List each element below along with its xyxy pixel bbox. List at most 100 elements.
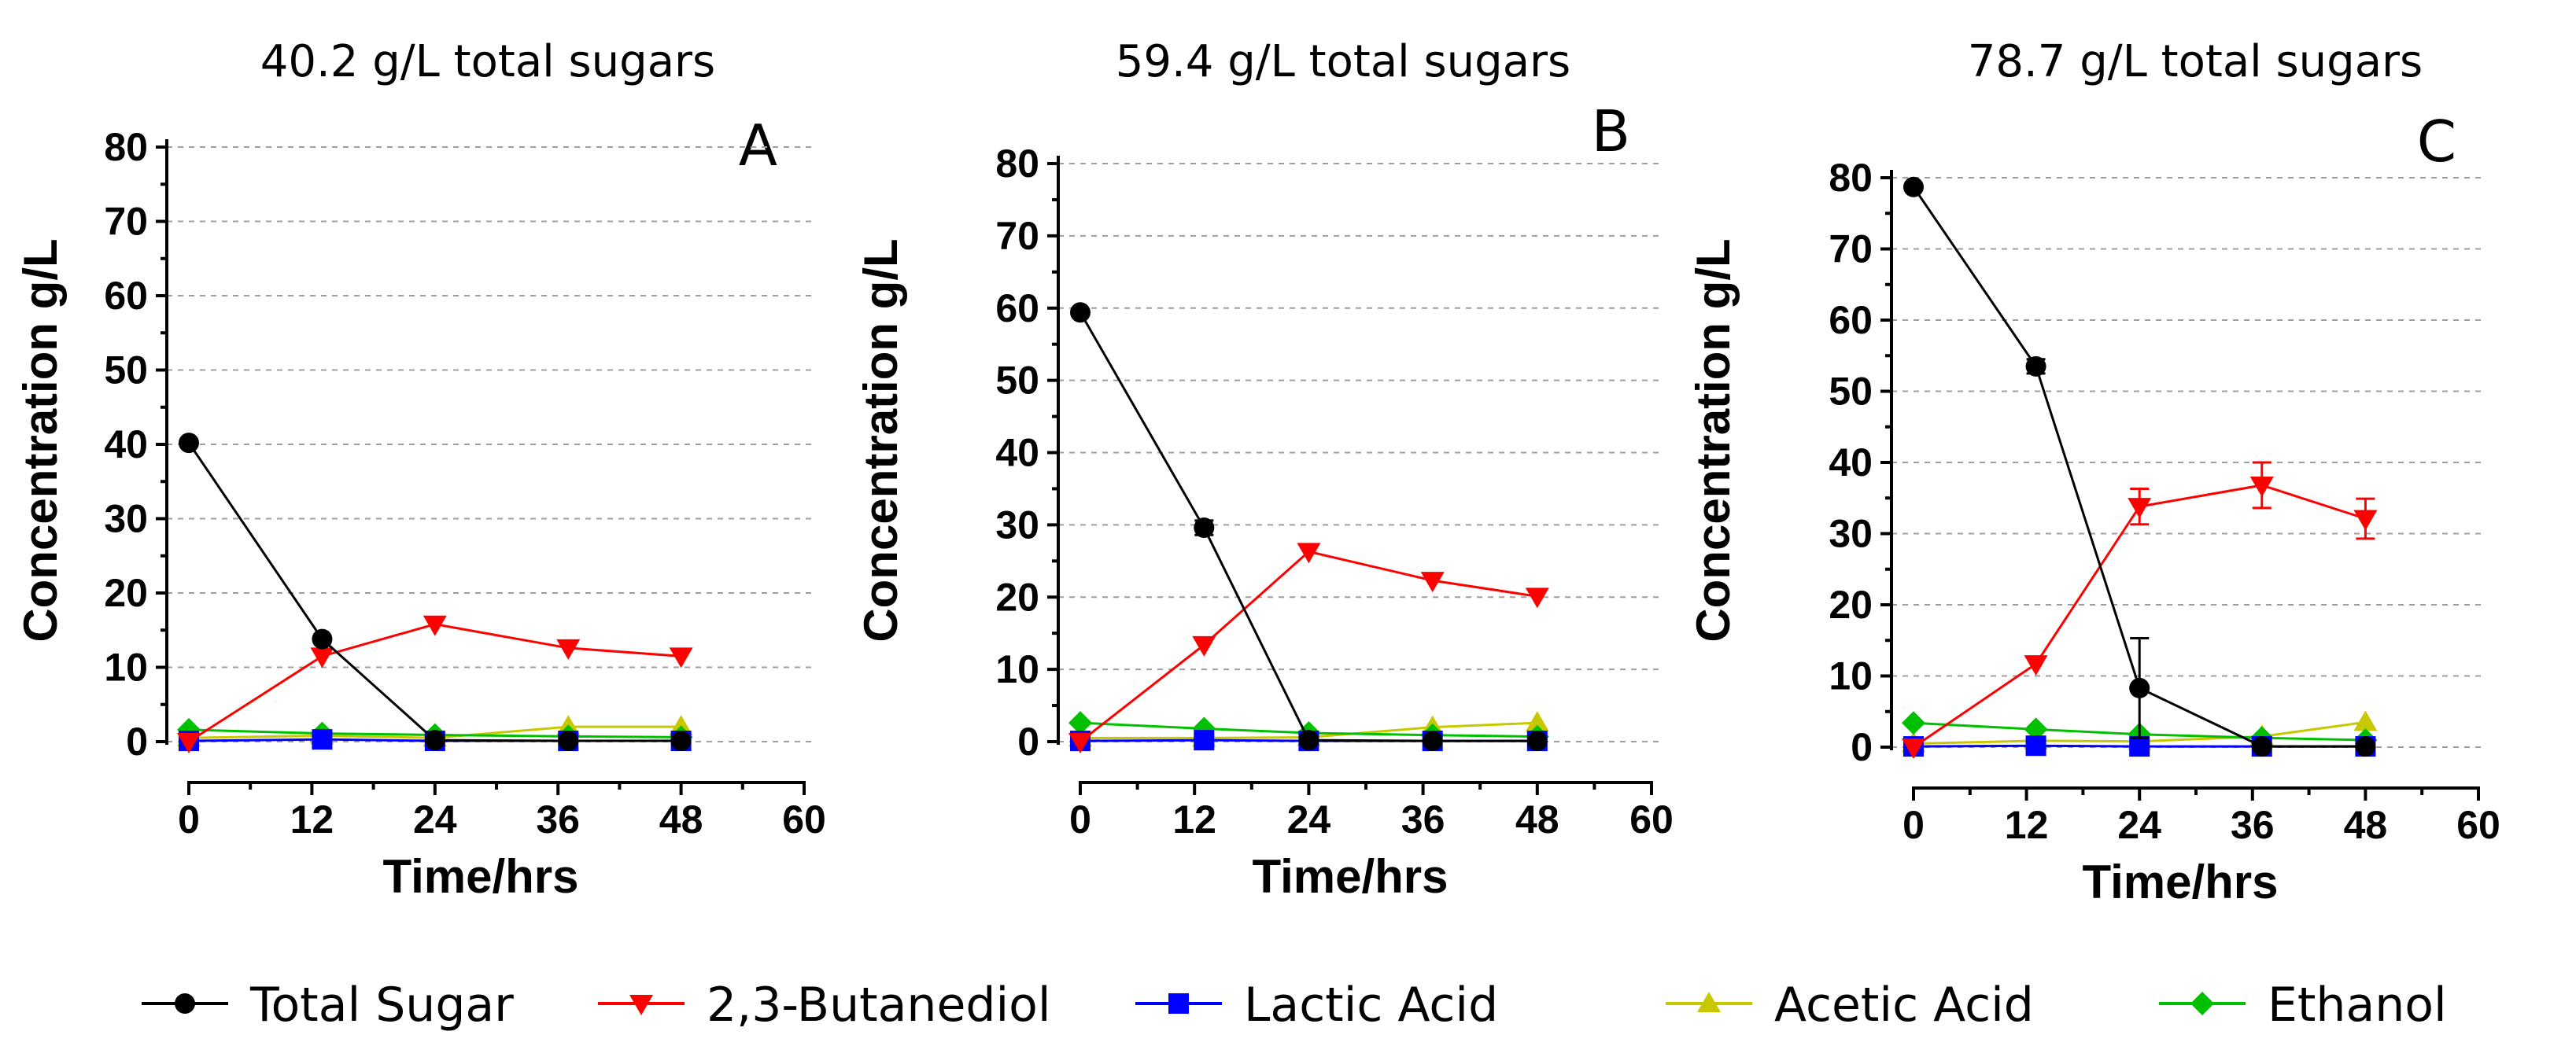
legend-label: Lactic Acid bbox=[1244, 978, 1498, 1033]
data-point bbox=[310, 647, 334, 668]
data-point bbox=[1422, 731, 1443, 752]
series-total-sugar bbox=[179, 433, 692, 752]
data-point bbox=[179, 433, 199, 454]
chart-panels: 40.2 g/L total sugars A 0 10 20 30 40 50 60 70 80 0… bbox=[14, 36, 2500, 908]
data-point bbox=[2024, 717, 2048, 742]
data-point bbox=[2129, 677, 2150, 698]
series-2-3-butanediol bbox=[177, 615, 693, 753]
y-tick-label: 80 bbox=[995, 142, 1039, 186]
data-point bbox=[2251, 736, 2272, 757]
y-tick-label: 40 bbox=[104, 422, 148, 466]
legend: Total Sugar 2,3-Butanediol Lactic Acid Acet… bbox=[142, 978, 2447, 1033]
panel-b: 59.4 g/L total sugars B 0 10 20 30 40 50 60 70 80 0… bbox=[854, 36, 1674, 903]
y-axis-label: Concentration g/L bbox=[854, 238, 907, 642]
y-tick-label: 40 bbox=[1829, 440, 1873, 484]
y-tick-label: 10 bbox=[104, 646, 148, 690]
y-tick-label: 30 bbox=[995, 503, 1039, 547]
data-point bbox=[669, 647, 693, 668]
x-tick-label: 36 bbox=[536, 797, 580, 842]
y-tick-label: 30 bbox=[1829, 512, 1873, 556]
y-tick-label: 0 bbox=[1017, 720, 1039, 764]
data-point bbox=[424, 730, 445, 751]
y-tick-label: 0 bbox=[126, 720, 148, 764]
data-point bbox=[1068, 733, 1092, 753]
data-point bbox=[1420, 572, 1445, 593]
data-point bbox=[556, 639, 581, 660]
x-tick-label: 48 bbox=[1515, 797, 1559, 842]
y-tick-label: 80 bbox=[1829, 156, 1873, 200]
y-tick-label: 50 bbox=[995, 359, 1039, 403]
x-tick-label: 24 bbox=[2117, 803, 2161, 847]
series-2-3-butanediol bbox=[1902, 461, 2378, 759]
y-tick-label: 10 bbox=[1829, 654, 1873, 698]
data-point bbox=[2355, 736, 2376, 757]
x-axis-label: Time/hrs bbox=[2083, 856, 2279, 908]
data-point bbox=[2353, 710, 2378, 731]
data-point bbox=[669, 715, 693, 736]
legend-item-acetic-acid: Acetic Acid bbox=[1666, 978, 2034, 1033]
x-tick-label: 0 bbox=[1069, 797, 1091, 842]
series-total-sugar bbox=[1070, 302, 1548, 752]
y-tick-label: 60 bbox=[995, 286, 1039, 330]
y-tick-label: 70 bbox=[1829, 227, 1873, 271]
legend-marker bbox=[1697, 992, 1721, 1012]
legend-marker bbox=[2190, 992, 2214, 1015]
x-tick-label: 12 bbox=[2005, 803, 2049, 847]
legend-marker bbox=[1168, 993, 1189, 1014]
data-point bbox=[312, 729, 333, 750]
data-point bbox=[1902, 738, 1925, 759]
x-tick-label: 36 bbox=[2231, 803, 2275, 847]
chart-title: 59.4 g/L total sugars bbox=[1116, 36, 1570, 87]
data-point bbox=[558, 731, 579, 752]
data-point bbox=[1194, 730, 1215, 751]
panel-letter: B bbox=[1592, 98, 1630, 164]
series-line-2-3-butanediol bbox=[1079, 550, 1538, 743]
x-tick-label: 48 bbox=[659, 797, 703, 842]
x-tick-label: 24 bbox=[413, 797, 457, 842]
x-tick-label: 48 bbox=[2344, 803, 2388, 847]
data-point bbox=[312, 628, 333, 650]
data-point bbox=[1297, 543, 1321, 564]
x-tick-label: 60 bbox=[2456, 803, 2500, 847]
legend-items: Total Sugar 2,3-Butanediol Lactic Acid Acet… bbox=[142, 978, 2447, 1033]
data-point bbox=[1298, 730, 1319, 751]
y-tick-label: 70 bbox=[104, 200, 148, 244]
data-point bbox=[2024, 655, 2048, 676]
data-point bbox=[1070, 302, 1091, 323]
x-tick-label: 36 bbox=[1401, 797, 1445, 842]
y-tick-label: 50 bbox=[1829, 370, 1873, 414]
y-tick-label: 30 bbox=[104, 497, 148, 541]
x-tick-label: 12 bbox=[290, 797, 334, 842]
x-tick-label: 0 bbox=[1902, 803, 1925, 847]
y-tick-label: 10 bbox=[995, 647, 1039, 691]
data-point bbox=[177, 733, 201, 753]
legend-item-lactic-acid: Lactic Acid bbox=[1135, 978, 1498, 1033]
y-tick-label: 20 bbox=[995, 575, 1039, 619]
data-point bbox=[1525, 587, 1549, 609]
y-tick-label: 50 bbox=[104, 348, 148, 392]
panel-letter: C bbox=[2417, 109, 2456, 175]
data-point bbox=[1526, 731, 1548, 752]
legend-label: Total Sugar bbox=[249, 978, 514, 1033]
chart-title: 40.2 g/L total sugars bbox=[260, 36, 715, 87]
y-tick-label: 80 bbox=[104, 125, 148, 169]
y-tick-label: 20 bbox=[1829, 583, 1873, 627]
y-axis-label: Concentration g/L bbox=[14, 238, 67, 642]
x-tick-label: 24 bbox=[1287, 797, 1331, 842]
y-tick-label: 60 bbox=[1829, 298, 1873, 342]
y-axis-label: Concentration g/L bbox=[1687, 238, 1740, 642]
series-2-3-butanediol bbox=[1068, 543, 1549, 753]
y-tick-label: 60 bbox=[104, 274, 148, 318]
series-line-total-sugar bbox=[187, 442, 681, 742]
data-point bbox=[2129, 736, 2150, 757]
legend-label: Ethanol bbox=[2268, 978, 2447, 1033]
data-point bbox=[2025, 355, 2046, 377]
legend-item-2-3-butanediol: 2,3-Butanediol bbox=[598, 978, 1051, 1033]
legend-item-total-sugar: Total Sugar bbox=[142, 978, 514, 1033]
x-tick-label: 0 bbox=[178, 797, 200, 842]
data-point bbox=[423, 615, 447, 636]
data-point bbox=[1903, 176, 1924, 197]
x-tick-label: 12 bbox=[1172, 797, 1216, 842]
x-axis-label: Time/hrs bbox=[1253, 850, 1449, 903]
